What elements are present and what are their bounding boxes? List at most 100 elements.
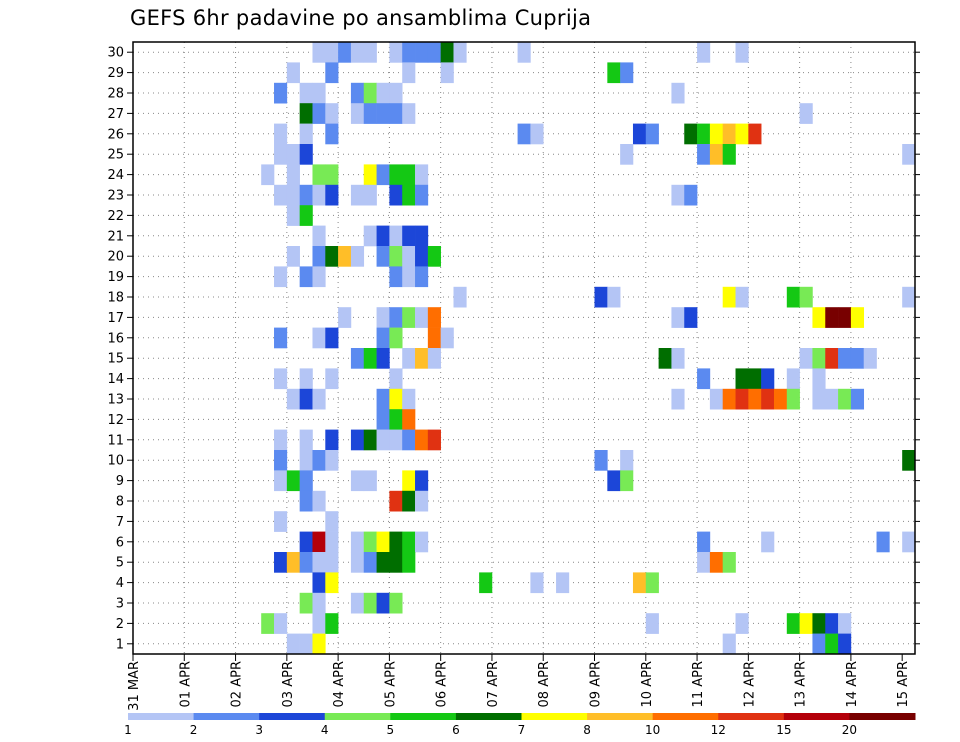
heatmap-cell [363, 348, 377, 369]
heatmap-cell [415, 184, 429, 206]
heatmap-cell [325, 552, 339, 573]
y-tick-label: 7 [116, 515, 124, 530]
heatmap-cell [825, 633, 839, 655]
heatmap-cell [620, 470, 634, 492]
heatmap-cell [389, 388, 403, 410]
colorbar-swatch [718, 713, 785, 720]
colorbar-label: 6 [452, 723, 460, 737]
y-tick-label: 20 [107, 250, 124, 265]
heatmap-cell [402, 184, 416, 206]
heatmap-cell [594, 450, 608, 471]
y-tick-label: 28 [107, 87, 124, 102]
heatmap-cell [402, 531, 416, 553]
colorbar-label: 10 [645, 723, 660, 737]
heatmap-cell [902, 144, 916, 165]
heatmap-cell [402, 307, 416, 328]
heatmap-cell [697, 144, 711, 165]
heatmap-cell [299, 633, 313, 655]
heatmap-cell [402, 164, 416, 186]
heatmap-cell [812, 613, 826, 634]
heatmap-cell [440, 42, 454, 63]
heatmap-cell [850, 388, 865, 410]
heatmap-cell [376, 592, 390, 614]
x-tick-label: 31 MAR [127, 661, 142, 711]
y-tick-label: 18 [107, 291, 124, 306]
heatmap-cell [402, 409, 416, 430]
heatmap-cell [363, 42, 377, 63]
heatmap-cell [299, 429, 313, 451]
heatmap-cell [389, 531, 403, 553]
heatmap-cell [274, 613, 288, 634]
y-tick-label: 23 [107, 189, 124, 204]
heatmap-cell [786, 613, 800, 634]
heatmap-cell [325, 572, 339, 594]
heatmap-cell [427, 246, 441, 267]
y-tick-label: 29 [107, 66, 124, 81]
heatmap-cell [761, 368, 775, 390]
heatmap-cell [350, 348, 365, 369]
heatmap-cell [838, 348, 852, 369]
heatmap-cell [299, 144, 313, 165]
heatmap-cell [376, 103, 390, 124]
heatmap-cell [363, 552, 377, 573]
heatmap-cell [389, 409, 403, 430]
heatmap-cell [363, 470, 377, 492]
heatmap-cell [376, 225, 390, 247]
heatmap-cell [363, 103, 377, 124]
heatmap-cell [825, 388, 839, 410]
heatmap-cell [376, 327, 390, 349]
heatmap-cell [402, 225, 416, 247]
y-tick-label: 25 [107, 148, 124, 163]
heatmap-cell [761, 388, 775, 410]
x-tick-label: 10 APR [640, 661, 655, 707]
heatmap-cell [350, 552, 365, 573]
heatmap-cell [286, 164, 300, 186]
heatmap-cell [312, 388, 326, 410]
colorbar-swatch [390, 713, 457, 720]
heatmap-cell [838, 388, 852, 410]
y-tick-label: 27 [107, 107, 124, 122]
heatmap-cell [286, 62, 300, 84]
heatmap-cell [312, 225, 326, 247]
colorbar-swatch [652, 713, 719, 720]
colorbar-label: 5 [387, 723, 395, 737]
heatmap-cell [620, 144, 634, 165]
heatmap-cell [325, 327, 339, 349]
heatmap-cell [350, 42, 365, 63]
heatmap-cell [325, 429, 339, 451]
heatmap-cell [415, 490, 429, 512]
heatmap-cell [402, 62, 416, 84]
x-tick-label: 14 APR [845, 661, 860, 707]
heatmap-cell [402, 552, 416, 573]
heatmap-cell [350, 531, 365, 553]
heatmap-cell [415, 225, 429, 247]
heatmap-cell [415, 429, 429, 451]
heatmap-cell [620, 62, 634, 84]
heatmap-cell [748, 388, 762, 410]
heatmap-cell [684, 184, 698, 206]
heatmap-cell [556, 572, 570, 594]
heatmap-cell [286, 388, 300, 410]
heatmap-cell [479, 572, 493, 594]
x-tick-label: 07 APR [486, 661, 501, 707]
y-tick-label: 5 [116, 556, 124, 571]
heatmap-cell [363, 429, 377, 451]
heatmap-cell [838, 613, 852, 634]
colorbar-swatch [324, 713, 391, 720]
heatmap-cell [286, 633, 300, 655]
heatmap-cell [376, 531, 390, 553]
heatmap-cell [325, 123, 339, 145]
heatmap-cell [274, 429, 288, 451]
x-tick-label: 11 APR [691, 661, 706, 707]
heatmap-cell [607, 62, 621, 84]
colorbar-swatch [849, 713, 916, 720]
heatmap-cell [312, 633, 326, 655]
heatmap-cell [389, 368, 403, 390]
heatmap-cell [440, 327, 454, 349]
heatmap-cell [838, 307, 852, 328]
heatmap-cell [825, 613, 839, 634]
heatmap-cell [312, 184, 326, 206]
heatmap-cell [286, 205, 300, 226]
heatmap-cell [325, 42, 339, 63]
